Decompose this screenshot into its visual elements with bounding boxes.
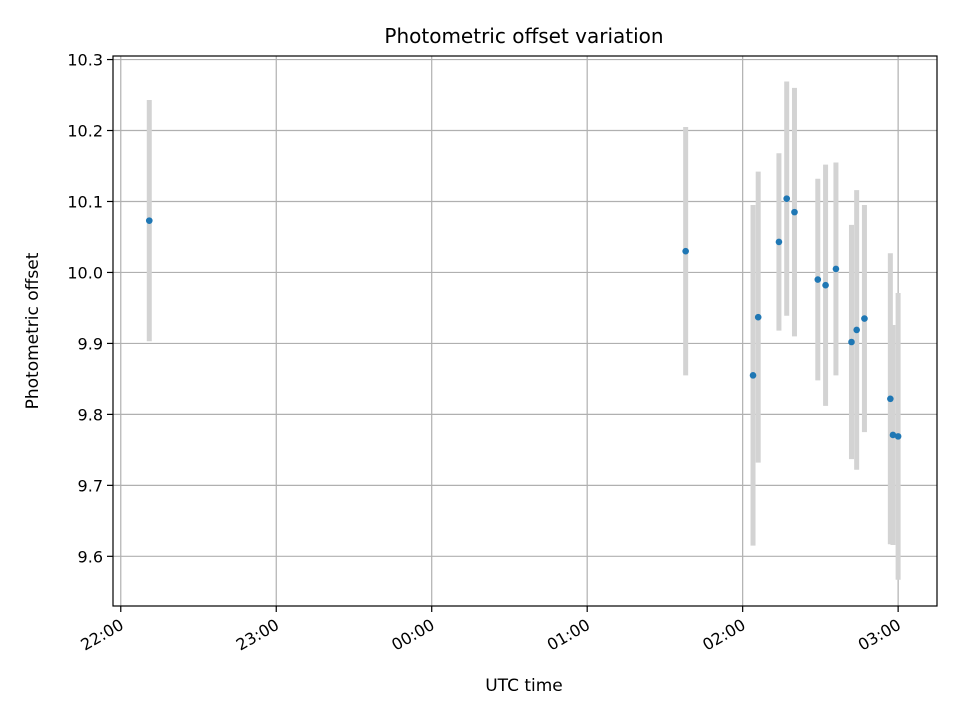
data-point (894, 433, 902, 440)
data-point (889, 431, 897, 439)
data-point (853, 326, 860, 334)
data-point (682, 247, 689, 255)
y-axis-label: Photometric offset (23, 252, 43, 409)
y-axis-ticks: 9.6 9.7 9.8 9.9 10.0 10.1 10.2 10.3 (67, 51, 113, 566)
x-axis-label: UTC time (485, 676, 563, 696)
data-point (848, 338, 855, 346)
y-tick-label: 10.3 (67, 51, 103, 70)
x-tick-label: 00:00 (388, 615, 437, 655)
error-bars (146, 81, 901, 580)
data-point (783, 195, 791, 202)
plot-area-frame (112, 55, 938, 607)
data-point (861, 315, 868, 322)
data-point (775, 238, 783, 246)
data-point (887, 395, 894, 403)
data-point (814, 276, 822, 283)
y-tick-label: 9.7 (78, 476, 103, 495)
data-point (822, 281, 829, 289)
grid (113, 56, 937, 606)
data-point (791, 208, 798, 216)
y-tick-label: 10.1 (67, 192, 103, 211)
y-tick-label: 9.6 (78, 547, 103, 566)
y-tick-label: 10.0 (67, 263, 103, 282)
chart-title: Photometric offset variation (384, 24, 663, 48)
data-point (145, 217, 153, 224)
data-points (145, 195, 902, 440)
data-point (754, 313, 762, 321)
data-point (749, 372, 757, 379)
x-tick-label: 23:00 (233, 615, 282, 655)
x-tick-label: 01:00 (544, 615, 593, 655)
x-tick-label: 22:00 (77, 615, 126, 655)
x-axis-ticks: 22:00 23:00 00:00 01:00 02:00 03:00 (77, 606, 904, 655)
data-point (832, 265, 840, 273)
y-tick-label: 10.2 (67, 122, 103, 141)
y-tick-label: 9.9 (78, 334, 103, 353)
x-tick-label: 03:00 (855, 615, 904, 655)
y-tick-label: 9.8 (78, 405, 103, 424)
x-tick-label: 02:00 (699, 615, 748, 655)
